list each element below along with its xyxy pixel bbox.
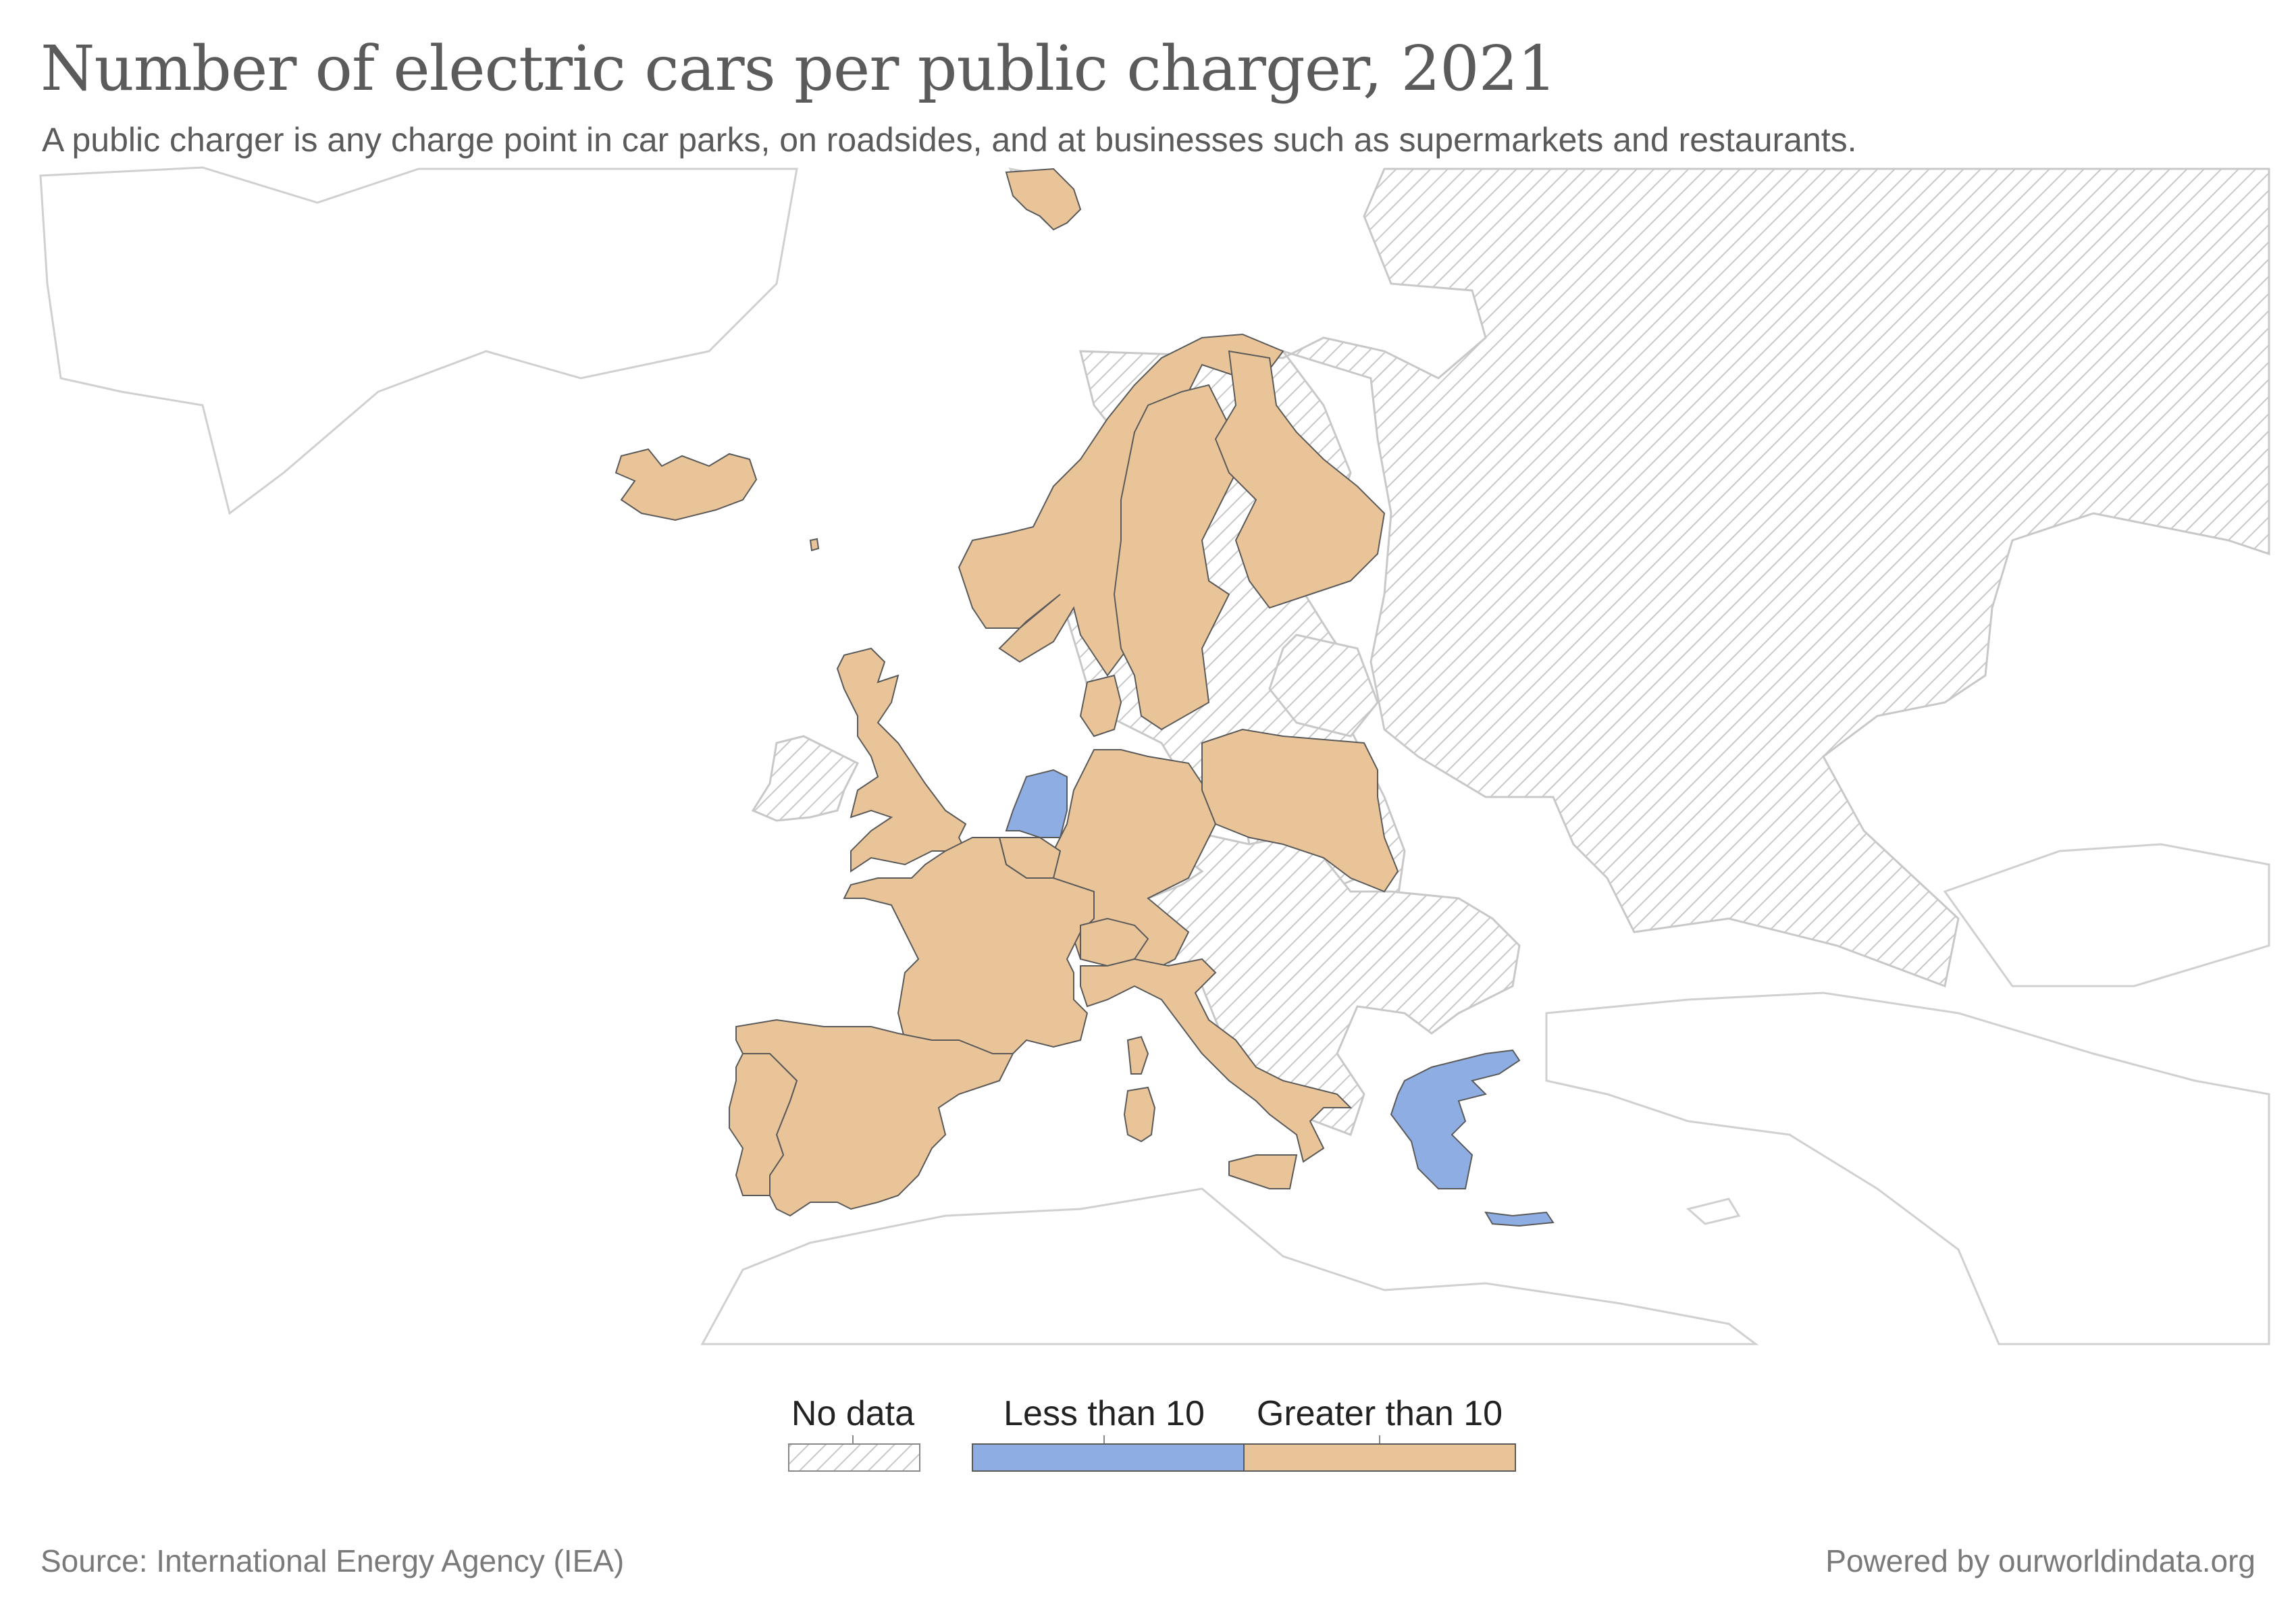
powered-by-link[interactable]: Powered by ourworldindata.org (1825, 1543, 2255, 1578)
legend-bin-swatch-greater-than-10 (1243, 1443, 1516, 1472)
legend: No data Less than 10 Greater than 10 (788, 1394, 1516, 1472)
chart-title: Number of electric cars per public charg… (41, 32, 1557, 105)
faroe-region (809, 538, 820, 552)
legend-no-data-label: No data (791, 1394, 914, 1433)
svalbard-region (1005, 168, 1082, 231)
greenland-land (39, 166, 798, 515)
corsica-region (1126, 1035, 1149, 1075)
source-note: Source: International Energy Agency (IEA… (41, 1543, 625, 1578)
legend-no-data-swatch (788, 1443, 920, 1472)
cyprus-land (1686, 1198, 1741, 1225)
legend-bin-label-less-than-10: Less than 10 (1003, 1394, 1205, 1433)
less-than-10-regions (1005, 769, 1555, 1227)
legend-bin-label-greater-than-10: Greater than 10 (1257, 1394, 1503, 1433)
ireland-region (751, 735, 860, 822)
chart-subtitle: A public charger is any charge point in … (42, 121, 1857, 159)
caucasus-land (1943, 843, 2270, 987)
greater-than-10-regions (615, 168, 1399, 1217)
baltic-states-region (1268, 634, 1379, 738)
poland-region (1201, 728, 1399, 893)
uk-region (836, 647, 967, 873)
background-landmasses (39, 166, 2270, 1345)
netherlands-region (1005, 769, 1068, 838)
sweden-region (1113, 384, 1237, 731)
legend-bin-swatch-less-than-10 (972, 1443, 1245, 1472)
sardinia-region (1123, 1086, 1156, 1143)
crete-region (1484, 1211, 1555, 1227)
italy-region (1080, 958, 1353, 1163)
switzerland-region (1080, 917, 1149, 967)
greece-region (1390, 1049, 1521, 1189)
portugal-region (729, 1053, 798, 1196)
north-africa-land (700, 1187, 1759, 1345)
turkey-middle-east-land (1545, 992, 2270, 1345)
finland-region (1214, 350, 1386, 609)
sicily-region (1228, 1154, 1298, 1189)
denmark-region (1079, 674, 1122, 738)
iceland-region (615, 448, 758, 521)
